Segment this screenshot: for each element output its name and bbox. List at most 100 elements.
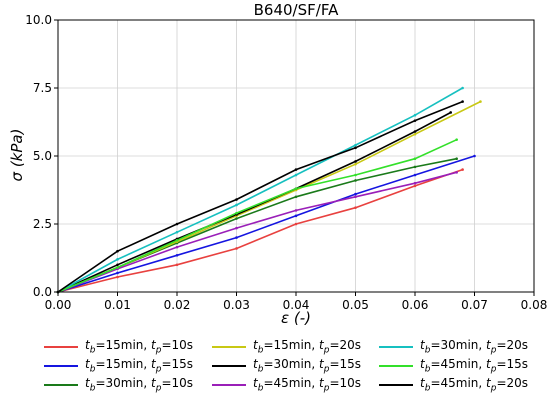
y-axis-label: σ (kPa) [8,129,26,182]
data-point [294,187,298,190]
data-point [116,271,119,275]
data-point [461,168,464,171]
legend-swatch [379,346,413,348]
data-point [116,249,119,253]
data-point [455,171,458,174]
y-tick-label: 10.0 [25,13,52,27]
x-tick-label: 0.05 [342,298,369,312]
x-tick-label: 0.06 [402,298,429,312]
x-tick-label: 0.08 [521,298,548,312]
series-points [56,86,482,294]
data-point [116,258,119,261]
data-point [413,119,417,122]
series-line-8 [57,138,458,293]
data-point [235,211,238,215]
data-point [294,168,298,171]
data-point [116,263,119,267]
data-point [235,198,238,201]
legend-item: tb=30min, tp=10s [44,376,193,394]
legend-label: tb=15min, tp=20s [253,338,362,356]
data-point [413,184,417,188]
data-point [461,86,464,90]
y-tick-label: 2.5 [33,217,52,231]
legend-label: tb=30min, tp=10s [85,376,194,394]
legend-item: tb=45min, tp=20s [379,376,528,394]
data-point [354,206,357,209]
data-point [354,173,357,177]
data-point [354,160,357,163]
y-ticks: 0.0 2.5 5.0 7.5 10.0 [25,13,58,299]
legend-item: tb=45min, tp=15s [379,357,528,375]
data-point [354,162,357,166]
legend-swatch [44,365,78,367]
data-point [294,222,298,226]
legend-item: tb=15min, tp=20s [212,338,361,356]
legend-label: tb=45min, tp=10s [253,376,362,394]
data-point [455,138,458,141]
data-point [354,195,357,199]
data-point [413,130,417,133]
data-point [175,239,179,242]
y-tick-label: 7.5 [33,81,52,95]
legend-swatch [44,384,78,386]
data-point [116,266,119,269]
legend-swatch [379,384,413,386]
legend-label: tb=15min, tp=15s [85,357,194,375]
legend-label: tb=45min, tp=20s [420,376,529,394]
series-lines [57,87,481,293]
data-point [175,222,179,226]
data-point [473,154,476,158]
data-point [413,165,417,169]
data-point [175,245,179,249]
data-point [413,113,417,117]
data-point [235,217,238,220]
data-point [413,132,417,136]
legend-swatch [212,346,246,348]
legend-item: tb=30min, tp=20s [379,338,528,356]
data-point [294,195,298,199]
x-tick-label: 0.04 [283,298,310,312]
x-tick-label: 0.00 [45,298,72,312]
legend-swatch [44,346,78,348]
data-point [294,209,298,212]
data-point [354,192,357,196]
series-line-1 [57,168,463,293]
x-tick-label: 0.02 [164,298,191,312]
data-point [413,173,417,177]
x-tick-label: 0.01 [104,298,131,312]
legend-swatch [379,365,413,367]
legend-item: tb=15min, tp=10s [44,338,193,356]
data-point [235,247,238,250]
data-point [449,111,453,114]
legend-item: tb=45min, tp=10s [212,376,361,394]
data-point [116,275,119,279]
data-point [461,100,464,103]
grid [57,19,535,293]
x-tick-label: 0.07 [461,298,488,312]
data-point [175,230,179,234]
data-point [235,203,238,207]
data-point [235,236,238,239]
y-tick-label: 0.0 [33,285,52,299]
series-line-7 [57,87,463,293]
legend-label: tb=45min, tp=15s [420,357,529,375]
legend-swatch [212,365,246,367]
data-point [294,214,298,218]
x-tick-label: 0.03 [223,298,250,312]
data-point [413,181,417,185]
data-point [479,100,482,103]
legend-label: tb=15min, tp=10s [85,338,194,356]
series-line-6 [57,171,457,293]
chart-title: B640/SF/FA [254,1,339,19]
data-point [175,263,179,267]
legend-label: tb=30min, tp=20s [420,338,529,356]
legend-item: tb=30min, tp=15s [212,357,361,375]
data-point [235,226,238,230]
legend-swatch [212,384,246,386]
data-point [413,157,417,161]
series-line-2 [57,155,475,293]
data-point [455,157,458,161]
x-axis-label: ε (-) [281,309,311,327]
x-ticks: 0.00 0.01 0.02 0.03 0.04 0.05 0.06 0.07 0.08 [45,292,548,312]
